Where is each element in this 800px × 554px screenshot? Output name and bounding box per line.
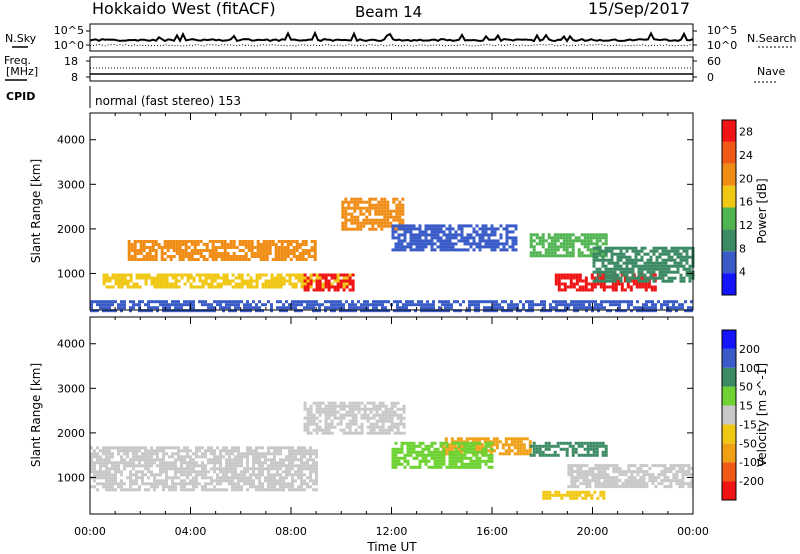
velocity-colorbar-tick: -200	[739, 475, 764, 488]
y-tick-label: 3000	[57, 382, 85, 395]
power-colorbar-tick: 20	[739, 172, 753, 185]
noise-right-tick-low: 10^0	[707, 39, 737, 52]
velocity-colorbar-tick: 100	[739, 362, 760, 375]
time-tick-label: 08:00	[275, 525, 307, 538]
power-colorbar-segment	[722, 273, 736, 295]
velocity-y-axis-label: Slant Range [km]	[29, 363, 43, 467]
power-axis-ticks: 1000 2000 3000 4000	[57, 113, 694, 310]
velocity-colorbar-tick: -50	[739, 437, 757, 450]
power-region	[341, 197, 405, 231]
power-region	[127, 240, 317, 261]
power-panel: 1000 2000 3000 4000 Slant Range [km]	[29, 112, 695, 313]
velocity-region	[567, 464, 694, 489]
velocity-axis-ticks: 1000 2000 3000 4000	[57, 317, 694, 514]
power-region	[592, 246, 695, 283]
power-region	[90, 300, 693, 313]
y-tick-label: 2000	[57, 223, 85, 236]
noise-search-label: N.Search	[747, 32, 797, 45]
velocity-region	[303, 401, 406, 435]
velocity-colorbar-segment	[722, 443, 736, 463]
noise-sky-label: N.Sky	[5, 32, 37, 45]
power-heatmap-cells	[90, 197, 695, 313]
frequency-panel: 18 8 60 0 Freq. [MHz] Nave	[4, 54, 785, 84]
noise-right-tick-high: 10^5	[707, 24, 737, 37]
time-axis-label: Time UT	[366, 540, 417, 554]
power-colorbar-tick: 16	[739, 196, 753, 209]
power-colorbar-segment	[722, 141, 736, 164]
freq-unit-label: [MHz]	[6, 65, 38, 78]
velocity-colorbar-segment	[722, 481, 736, 500]
power-colorbar-label: Power [dB]	[755, 178, 769, 243]
y-tick-label: 1000	[57, 267, 85, 280]
time-tick-label: 00:00	[74, 525, 106, 538]
velocity-region	[90, 446, 318, 492]
cpid-text: normal (fast stereo) 153	[95, 94, 241, 108]
velocity-colorbar-tick: -15	[739, 418, 757, 431]
power-colorbar-segment	[722, 185, 736, 208]
velocity-colorbar-segment	[722, 386, 736, 406]
velocity-colorbar-tick: 15	[739, 400, 753, 413]
y-tick-label: 4000	[57, 134, 85, 147]
time-tick-label: 00:00	[677, 525, 709, 538]
velocity-colorbar-segment	[722, 367, 736, 387]
velocity-colorbar-tick: 200	[739, 343, 760, 356]
power-colorbar-segment	[722, 229, 736, 252]
freq-right-tick-high: 60	[707, 55, 721, 68]
nave-label: Nave	[757, 65, 785, 78]
velocity-heatmap-cells	[90, 401, 694, 500]
velocity-colorbar-segment	[722, 405, 736, 425]
freq-label: Freq.	[4, 54, 31, 67]
date-title: 15/Sep/2017	[588, 0, 690, 18]
station-title: Hokkaido West (fitACF)	[92, 0, 276, 18]
velocity-colorbar-segment	[722, 330, 736, 349]
power-colorbar-tick: 12	[739, 219, 753, 232]
power-colorbar-segment	[722, 251, 736, 274]
noise-left-tick-low: 10^0	[54, 39, 84, 52]
freq-right-tick-low: 0	[707, 71, 714, 84]
time-tick-label: 12:00	[376, 525, 408, 538]
time-tick-label: 16:00	[476, 525, 508, 538]
time-tick-label: 04:00	[175, 525, 207, 538]
power-region	[102, 273, 355, 289]
velocity-colorbar-segment	[722, 462, 736, 482]
y-tick-label: 2000	[57, 427, 85, 440]
velocity-colorbar-segment	[722, 424, 736, 444]
velocity-colorbar-segment	[722, 348, 736, 368]
freq-left-tick-high: 18	[64, 55, 78, 68]
power-colorbar-segment	[722, 120, 736, 142]
power-region	[303, 273, 355, 292]
power-colorbar-tick: 8	[739, 242, 746, 255]
time-axis: 00:00 04:00 08:00 12:00 16:00 20:00 00:00	[74, 525, 709, 538]
noise-sky-line	[89, 30, 694, 43]
power-colorbar-segment	[722, 207, 736, 230]
freq-left-tick-low: 8	[71, 71, 78, 84]
power-colorbar-tick: 4	[739, 266, 746, 279]
power-colorbar-tick: 28	[739, 126, 753, 139]
velocity-colorbar-tick: 50	[739, 381, 753, 394]
time-tick-label: 20:00	[577, 525, 609, 538]
velocity-panel: 1000 2000 3000 4000 Slant Range [km]	[29, 316, 694, 515]
velocity-region	[542, 490, 606, 500]
noise-panel: 10^5 10^0 10^5 10^0 N.Sky N.Search	[5, 23, 797, 52]
power-colorbar-tick: 24	[739, 149, 753, 162]
power-colorbar-segment	[722, 163, 736, 186]
y-tick-label: 1000	[57, 471, 85, 484]
velocity-region	[529, 441, 608, 457]
y-tick-label: 4000	[57, 338, 85, 351]
power-y-axis-label: Slant Range [km]	[29, 159, 43, 263]
power-region	[391, 224, 518, 252]
velocity-colorbar-label: Velocity [m s^-1]	[755, 363, 769, 467]
noise-search-line	[89, 43, 694, 47]
cpid-label: CPID	[6, 90, 35, 103]
velocity-region	[391, 441, 494, 469]
beam-title: Beam 14	[355, 3, 422, 21]
noise-left-tick-high: 10^5	[54, 24, 84, 37]
velocity-colorbar: -200 -100 -50 -15 15 50 100 200	[721, 329, 764, 501]
velocity-colorbar-tick: -100	[739, 456, 764, 469]
y-tick-label: 3000	[57, 178, 85, 191]
power-colorbar: 4 8 12 16 20 24 28	[721, 119, 753, 296]
